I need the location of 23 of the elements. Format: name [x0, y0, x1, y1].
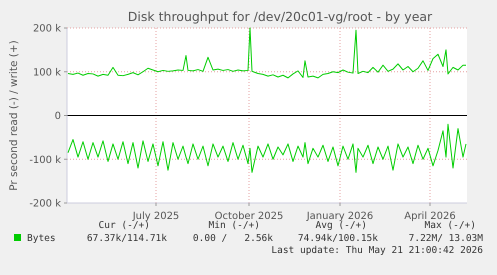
text: 74.94k/100.15k	[298, 233, 378, 244]
text: Min (-/+)	[208, 220, 260, 231]
y-tick-label: 0	[54, 111, 61, 122]
y-tick-label: -100 k	[29, 154, 62, 166]
text: 0.00 / 2.56k	[192, 233, 274, 244]
text: Max (-/+)	[424, 220, 476, 231]
line-series	[68, 28, 466, 78]
y-tick-label: 200 k	[32, 24, 62, 34]
y-tick-label: 100 k	[32, 67, 62, 78]
text: Last update: Thu May 21 21:00:42 2026	[271, 245, 484, 256]
x-tick-label: January 2026	[306, 211, 374, 222]
text: Cur (-/+)	[98, 220, 150, 231]
chart-title: Disk throughput for /dev/20c01-vg/root - by year	[128, 9, 434, 24]
line-series	[68, 124, 466, 173]
x-tick-label: July 2025	[132, 211, 180, 222]
text: 67.37k/114.71k	[86, 233, 168, 244]
legend-label: Bytes	[27, 233, 56, 244]
y-tick-label: -200 k	[29, 198, 62, 210]
x-tick-label: October 2025	[214, 211, 284, 222]
text: 7.22M/ 13.03M	[408, 233, 484, 244]
y-axis-title: Pr second read (-) / write (+)	[8, 40, 20, 191]
text: Avg (-/+)	[316, 220, 367, 231]
x-tick-label: April 2026	[404, 211, 456, 222]
